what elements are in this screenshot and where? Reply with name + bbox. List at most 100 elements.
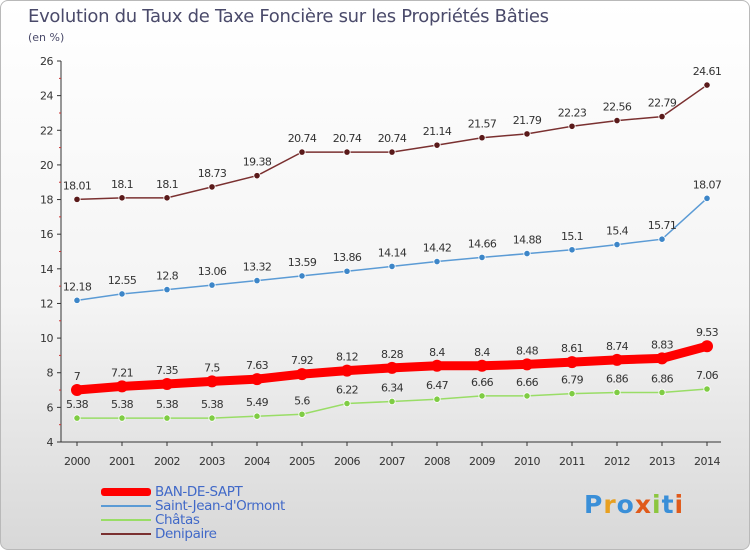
data-point <box>703 81 711 89</box>
proxiti-logo: Proxiti <box>584 490 685 519</box>
data-point <box>701 340 713 353</box>
data-point <box>343 148 351 156</box>
x-tick-label: 2004 <box>244 455 270 468</box>
data-point <box>208 414 216 422</box>
data-point <box>388 397 396 406</box>
data-label: 21.14 <box>423 125 452 138</box>
data-point <box>613 240 621 249</box>
x-tick-label: 2006 <box>334 455 360 468</box>
data-point <box>253 276 261 285</box>
data-label: 8.48 <box>516 344 539 357</box>
data-point <box>73 195 81 203</box>
data-label: 8.4 <box>429 346 445 359</box>
legend-swatch-ban-de-sapt <box>101 488 151 496</box>
data-point <box>253 172 261 180</box>
data-point <box>568 246 576 254</box>
data-label: 5.49 <box>246 396 269 409</box>
data-point <box>298 410 306 418</box>
data-label: 6.47 <box>426 379 449 392</box>
legend-swatch-chatas <box>101 519 151 521</box>
data-label: 7.35 <box>156 364 179 377</box>
data-point <box>658 112 666 121</box>
data-label: 12.8 <box>156 270 179 283</box>
y-tick-label: 24 <box>40 90 53 103</box>
data-label: 13.59 <box>288 256 317 269</box>
data-label: 7.92 <box>291 354 313 367</box>
y-tick-label: 16 <box>40 228 53 241</box>
data-label: 20.74 <box>288 132 317 145</box>
data-label: 5.38 <box>66 398 89 411</box>
x-tick-label: 2003 <box>199 455 225 468</box>
data-label: 7.63 <box>246 359 269 372</box>
data-point <box>478 392 486 400</box>
data-point <box>431 359 443 372</box>
x-tick-label: 2005 <box>289 455 315 468</box>
data-label: 7.06 <box>696 369 719 382</box>
data-point <box>118 290 126 298</box>
data-label: 20.74 <box>378 132 407 145</box>
data-label: 24.61 <box>693 65 722 78</box>
data-point <box>613 116 621 125</box>
x-tick-label: 2011 <box>559 455 585 468</box>
y-tick-label: 6 <box>47 401 54 414</box>
data-point <box>206 375 218 388</box>
x-tick-label: 2001 <box>109 455 135 468</box>
data-label: 6.34 <box>381 381 404 394</box>
legend-label: BAN-DE-SAPT <box>155 484 243 500</box>
data-label: 12.55 <box>108 274 137 287</box>
data-point <box>611 353 623 366</box>
data-label: 22.56 <box>603 101 632 114</box>
x-tick-label: 2007 <box>379 455 405 468</box>
data-point <box>521 358 533 371</box>
data-point <box>658 388 666 397</box>
data-label: 8.83 <box>651 338 674 351</box>
data-point <box>341 364 353 377</box>
x-tick-label: 2000 <box>64 455 90 468</box>
data-label: 5.6 <box>294 394 310 407</box>
x-tick-label: 2013 <box>649 455 675 468</box>
data-label: 18.1 <box>156 178 178 191</box>
data-point <box>296 368 308 381</box>
data-point <box>478 253 486 261</box>
data-point <box>566 356 578 369</box>
data-point <box>703 194 711 202</box>
data-point <box>523 249 531 258</box>
data-label: 22.79 <box>648 97 677 110</box>
data-point <box>208 281 216 289</box>
data-point <box>658 235 666 243</box>
data-label: 9.53 <box>696 326 719 339</box>
data-point <box>251 373 263 386</box>
data-label: 8.12 <box>336 351 358 364</box>
unit-label: (en %) <box>28 31 65 44</box>
y-tick-label: 8 <box>47 367 54 380</box>
data-point <box>163 285 171 294</box>
data-label: 14.88 <box>513 234 542 247</box>
y-tick-label: 4 <box>47 436 54 449</box>
data-label: 7.21 <box>111 366 133 379</box>
data-point <box>433 257 441 266</box>
data-point <box>298 148 306 156</box>
data-point <box>523 130 531 138</box>
data-point <box>118 414 126 422</box>
data-label: 18.07 <box>693 178 722 191</box>
data-label: 8.4 <box>474 346 490 359</box>
data-point <box>388 262 396 270</box>
data-label: 21.57 <box>468 118 497 131</box>
data-point <box>343 267 351 275</box>
data-label: 12.18 <box>63 280 92 293</box>
data-label: 5.38 <box>201 398 224 411</box>
y-tick-label: 26 <box>40 55 53 68</box>
data-point <box>118 194 126 202</box>
data-label: 8.28 <box>381 348 404 361</box>
data-label: 22.23 <box>558 106 587 119</box>
legend-label: Denipaire <box>155 526 217 542</box>
data-label: 18.1 <box>111 178 133 191</box>
x-tick-label: 2009 <box>469 455 495 468</box>
x-tick-label: 2002 <box>154 455 180 468</box>
data-point <box>703 385 711 393</box>
x-tick-label: 2008 <box>424 455 450 468</box>
data-label: 18.73 <box>198 167 227 180</box>
data-label: 6.66 <box>471 376 494 389</box>
chart-title: Evolution du Taux de Taxe Foncière sur l… <box>28 6 549 27</box>
